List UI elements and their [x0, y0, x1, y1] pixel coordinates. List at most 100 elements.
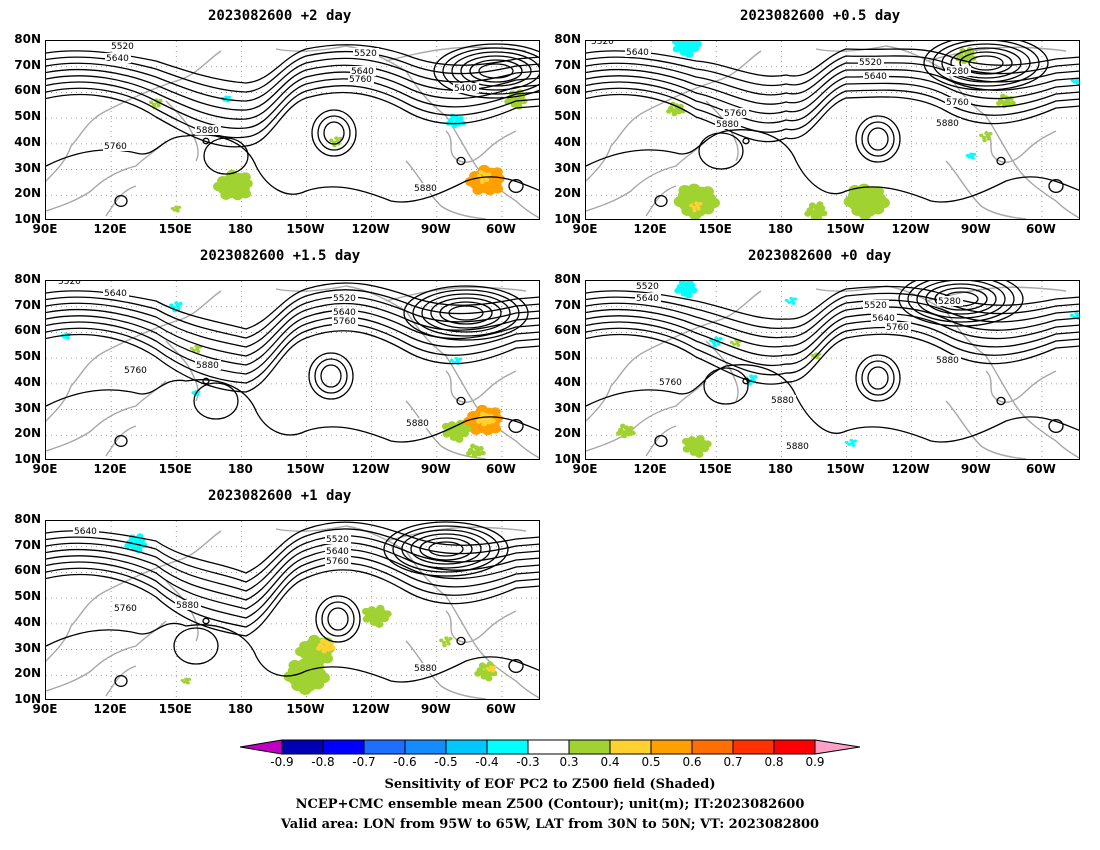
- contour-label: 5760: [886, 323, 909, 333]
- shading-speckle: [195, 347, 200, 351]
- shading-speckle: [308, 634, 320, 645]
- shading-speckle: [711, 340, 717, 345]
- contour-small-ring: [114, 674, 128, 688]
- x-tick-label: 120W: [891, 462, 930, 476]
- contour-label: 5760: [333, 317, 356, 327]
- shading-speckle: [449, 358, 454, 362]
- shading-speckle: [804, 210, 812, 217]
- caption-line-3: Valid area: LON from 95W to 65W, LAT fro…: [280, 817, 820, 832]
- shading-speckle: [789, 296, 794, 300]
- shading-speckle: [470, 425, 482, 435]
- contour-label: 5880: [414, 664, 437, 674]
- shading-speckle: [239, 172, 251, 182]
- contour-label: 5280: [946, 67, 969, 77]
- shading-speckle: [843, 196, 857, 207]
- contour-small-ring: [456, 156, 466, 166]
- contour-line: [586, 87, 1079, 133]
- contour-label: 5520: [864, 301, 887, 311]
- contour-label: 5520: [636, 282, 659, 292]
- y-tick-label: 60N: [554, 83, 581, 98]
- shading-speckle: [184, 677, 189, 681]
- shading-speckle: [239, 188, 252, 199]
- map-area: 5520 5640 5520 5640 5280 5760 5880 5760 5880: [585, 40, 1080, 220]
- contour-small-ring: [1048, 179, 1064, 193]
- contour-line: [46, 289, 539, 339]
- y-tick-label: 40N: [554, 134, 581, 149]
- contour-low-ring: [923, 41, 1049, 91]
- contour-label-bg: [175, 600, 201, 610]
- shading-speckle: [712, 343, 717, 348]
- shading-speckle: [815, 356, 820, 360]
- contour-low-ring: [433, 43, 539, 99]
- colorbar-tick-label: 0.7: [723, 755, 743, 769]
- contour-label-bg: [332, 307, 358, 317]
- x-tick-label: 120W: [351, 222, 390, 236]
- contour-label-bg: [945, 97, 971, 107]
- y-tick-label: 50N: [14, 109, 41, 124]
- contour-line: [586, 48, 1079, 77]
- shading-speckle: [690, 287, 698, 294]
- x-tick-label: 120E: [633, 222, 667, 236]
- shading-speckle: [472, 185, 484, 195]
- contour-label: 5280: [938, 297, 961, 307]
- shading-speckle: [485, 667, 490, 671]
- shading-speckle: [718, 336, 723, 341]
- contour-line: [46, 330, 539, 393]
- contour-label-bg: [885, 322, 911, 332]
- shading-speckle: [689, 203, 694, 208]
- contour-label: 5760: [349, 75, 372, 85]
- contour-label-bg: [353, 48, 379, 58]
- contour-line: [586, 285, 1079, 320]
- shading-speckle: [311, 661, 324, 673]
- map-area: 5520 5640 5520 5640 5760 5280 5760 5880 5880 5880: [585, 280, 1080, 460]
- x-tick-label: 90W: [960, 462, 991, 476]
- contour-label-bg: [453, 83, 479, 93]
- contour-line: [46, 323, 539, 384]
- shading-speckle: [671, 111, 678, 117]
- contour-small-ring: [508, 179, 524, 193]
- shading-speckle: [986, 136, 991, 141]
- x-tick-label: 150E: [158, 222, 192, 236]
- shading-speckle: [791, 301, 796, 305]
- colorbar-tick-label: 0.4: [600, 755, 620, 769]
- contour-small-ring: [508, 659, 524, 673]
- shading-speckle: [787, 300, 792, 304]
- shading-speckle: [847, 442, 852, 446]
- shading-speckle: [687, 41, 694, 43]
- x-tick-label: 90W: [420, 462, 451, 476]
- contour-line: [586, 55, 1079, 87]
- colorbar-tick-label: 0.8: [764, 755, 784, 769]
- contour-low-ring: [421, 293, 511, 333]
- x-tick-label: 120W: [351, 702, 390, 716]
- contour-cutoff-ring: [317, 115, 351, 151]
- x-tick-label: 90E: [32, 462, 58, 476]
- y-tick-label: 30N: [14, 640, 41, 655]
- shading-speckle: [735, 341, 740, 345]
- colorbar-tick-label: -0.5: [434, 755, 458, 769]
- shading-speckle: [151, 102, 157, 107]
- shading-speckle: [465, 450, 472, 456]
- shading-speckle: [471, 453, 478, 459]
- shading-speckle: [732, 342, 737, 346]
- shading-speckle: [729, 340, 734, 344]
- contour-label-bg: [332, 316, 358, 326]
- x-tick-label: 180: [227, 222, 253, 236]
- contour-line: [46, 622, 539, 683]
- contour-label-bg: [105, 53, 131, 63]
- contour-small-ring: [202, 377, 210, 385]
- caption-line-1: Sensitivity of EOF PC2 to Z500 field (Sh…: [384, 777, 716, 792]
- contour-line: [46, 521, 539, 574]
- shading-speckle: [673, 196, 687, 207]
- shading-speckle: [620, 423, 626, 429]
- colorbar-swatch: [773, 739, 816, 755]
- contour-label-bg: [590, 41, 616, 46]
- contour-line: [46, 562, 539, 628]
- shading-speckle: [158, 98, 163, 103]
- contour-label-bg: [625, 47, 651, 57]
- shading-speckle: [693, 41, 702, 48]
- shading-speckle: [446, 641, 451, 646]
- shading-speckle: [851, 443, 856, 447]
- shading-speckle: [480, 411, 486, 417]
